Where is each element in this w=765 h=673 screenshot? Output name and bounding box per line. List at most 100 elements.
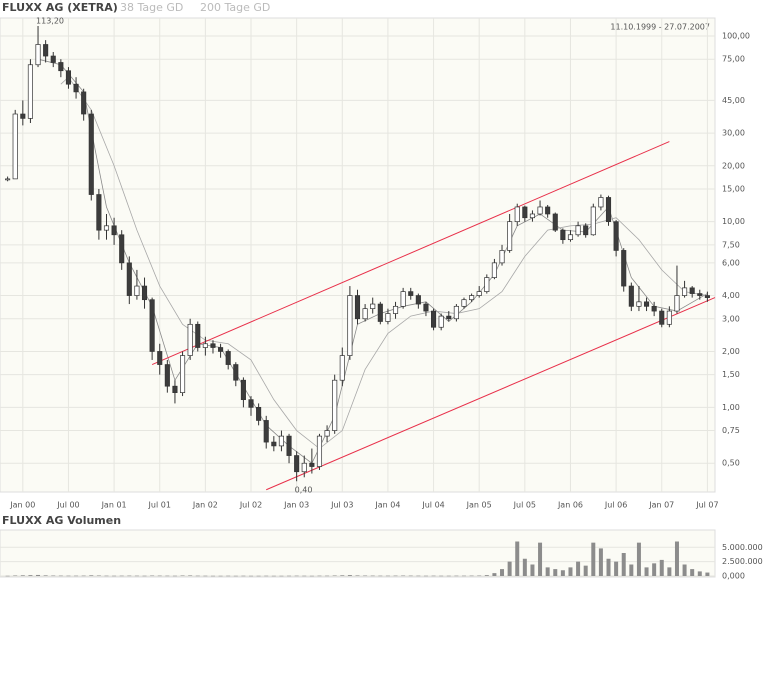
- moving-average-line: [60, 76, 708, 450]
- volume-bar: [454, 575, 459, 577]
- volume-bar: [256, 575, 261, 577]
- volume-bar: [241, 575, 246, 577]
- volume-bar: [446, 575, 451, 577]
- candle-body: [43, 44, 49, 57]
- candle-body: [180, 355, 186, 393]
- volume-bar: [439, 575, 444, 577]
- y-tick-label: 6,00: [722, 258, 740, 267]
- candle-body: [263, 420, 269, 443]
- volume-bar: [218, 575, 223, 577]
- volume-bar: [515, 541, 520, 576]
- x-tick-label: Jul 07: [695, 501, 718, 510]
- moving-average-line: [37, 58, 708, 464]
- x-tick-label: Jan 06: [557, 501, 583, 510]
- candle-body: [514, 206, 520, 223]
- x-tick-label: Jan 02: [192, 501, 218, 510]
- volume-bar: [142, 575, 147, 577]
- volume-bar: [309, 575, 314, 577]
- candle-body: [598, 197, 604, 208]
- volume-bar: [317, 575, 322, 577]
- candle-body: [20, 113, 26, 119]
- candle-body: [134, 285, 140, 296]
- candle-body: [392, 305, 399, 314]
- volume-bar: [644, 567, 649, 576]
- candle-body: [666, 310, 672, 325]
- volume-bar: [43, 575, 48, 576]
- volume-bar: [401, 575, 406, 577]
- volume-bar: [195, 575, 200, 577]
- volume-bar: [629, 564, 634, 576]
- volume-bar: [408, 575, 413, 577]
- candle-body: [491, 262, 497, 278]
- volume-bar: [697, 571, 702, 576]
- volume-bar: [66, 575, 71, 577]
- y-tick-label: 1,50: [722, 370, 740, 379]
- candle-body: [248, 399, 254, 408]
- volume-bar: [332, 575, 337, 576]
- candle-body: [73, 83, 79, 93]
- candle-body: [446, 315, 452, 320]
- candle-body: [65, 70, 72, 85]
- volume-bar: [226, 575, 231, 577]
- x-tick-label: Jul 05: [513, 501, 536, 510]
- candle-body: [187, 323, 193, 356]
- volume-bar: [355, 575, 360, 576]
- candle-body: [12, 113, 18, 180]
- volume-bar: [279, 575, 284, 577]
- candle-body: [50, 55, 56, 63]
- volume-bar: [583, 565, 588, 576]
- candle-body: [674, 295, 680, 312]
- volume-bar: [157, 575, 162, 577]
- volume-bar: [636, 542, 641, 576]
- volume-bar: [302, 575, 307, 577]
- x-tick-label: Jan 01: [101, 501, 127, 510]
- candle-body: [347, 295, 353, 356]
- candle-body: [545, 206, 551, 215]
- candle-body: [370, 303, 376, 310]
- candle-body: [628, 285, 634, 307]
- volume-bar: [522, 558, 527, 576]
- candle-body: [286, 435, 292, 456]
- volume-bar: [416, 575, 421, 577]
- candle-body: [233, 364, 239, 381]
- y-tick-label: 5.000.000: [722, 543, 763, 552]
- x-tick-label: Jul 00: [56, 501, 79, 510]
- candle-body: [499, 250, 505, 264]
- volume-title: FLUXX AG Volumen: [2, 514, 121, 527]
- date-range: 11.10.1999 - 27.07.2007: [610, 23, 710, 32]
- candle-body: [697, 293, 703, 296]
- y-tick-label: 7,50: [722, 240, 740, 249]
- candle-body: [141, 285, 148, 301]
- volume-bar: [264, 575, 269, 577]
- candle-body: [339, 355, 345, 381]
- volume-bar: [378, 575, 383, 577]
- volume-bar: [423, 575, 428, 577]
- volume-bar: [606, 558, 611, 576]
- candle-body: [621, 250, 627, 287]
- volume-bar: [96, 575, 101, 576]
- volume-bar: [674, 541, 679, 576]
- x-tick-label: Jul 04: [421, 501, 444, 510]
- x-tick-label: Jan 03: [283, 501, 309, 510]
- volume-bar: [287, 575, 292, 577]
- candle-body: [377, 303, 383, 322]
- volume-bar: [507, 561, 512, 576]
- candle-body: [560, 229, 566, 241]
- candle-body: [58, 62, 64, 72]
- y-tick-label: 2.500.000: [722, 557, 763, 566]
- volume-bar: [667, 567, 672, 576]
- volume-bar: [705, 572, 710, 576]
- x-tick-label: Jan 05: [466, 501, 492, 510]
- candle-body: [332, 379, 338, 431]
- volume-plot-area: [0, 529, 716, 578]
- y-tick-label: 4,00: [722, 291, 740, 300]
- volume-bar: [484, 575, 489, 576]
- candle-body: [453, 305, 459, 320]
- candle-body: [484, 277, 490, 292]
- candle-body: [195, 323, 201, 348]
- y-tick-label: 30,00: [722, 129, 745, 138]
- volume-bar: [134, 575, 139, 577]
- volume-bar: [271, 575, 276, 577]
- volume-bar: [469, 575, 474, 577]
- volume-bar: [363, 575, 368, 577]
